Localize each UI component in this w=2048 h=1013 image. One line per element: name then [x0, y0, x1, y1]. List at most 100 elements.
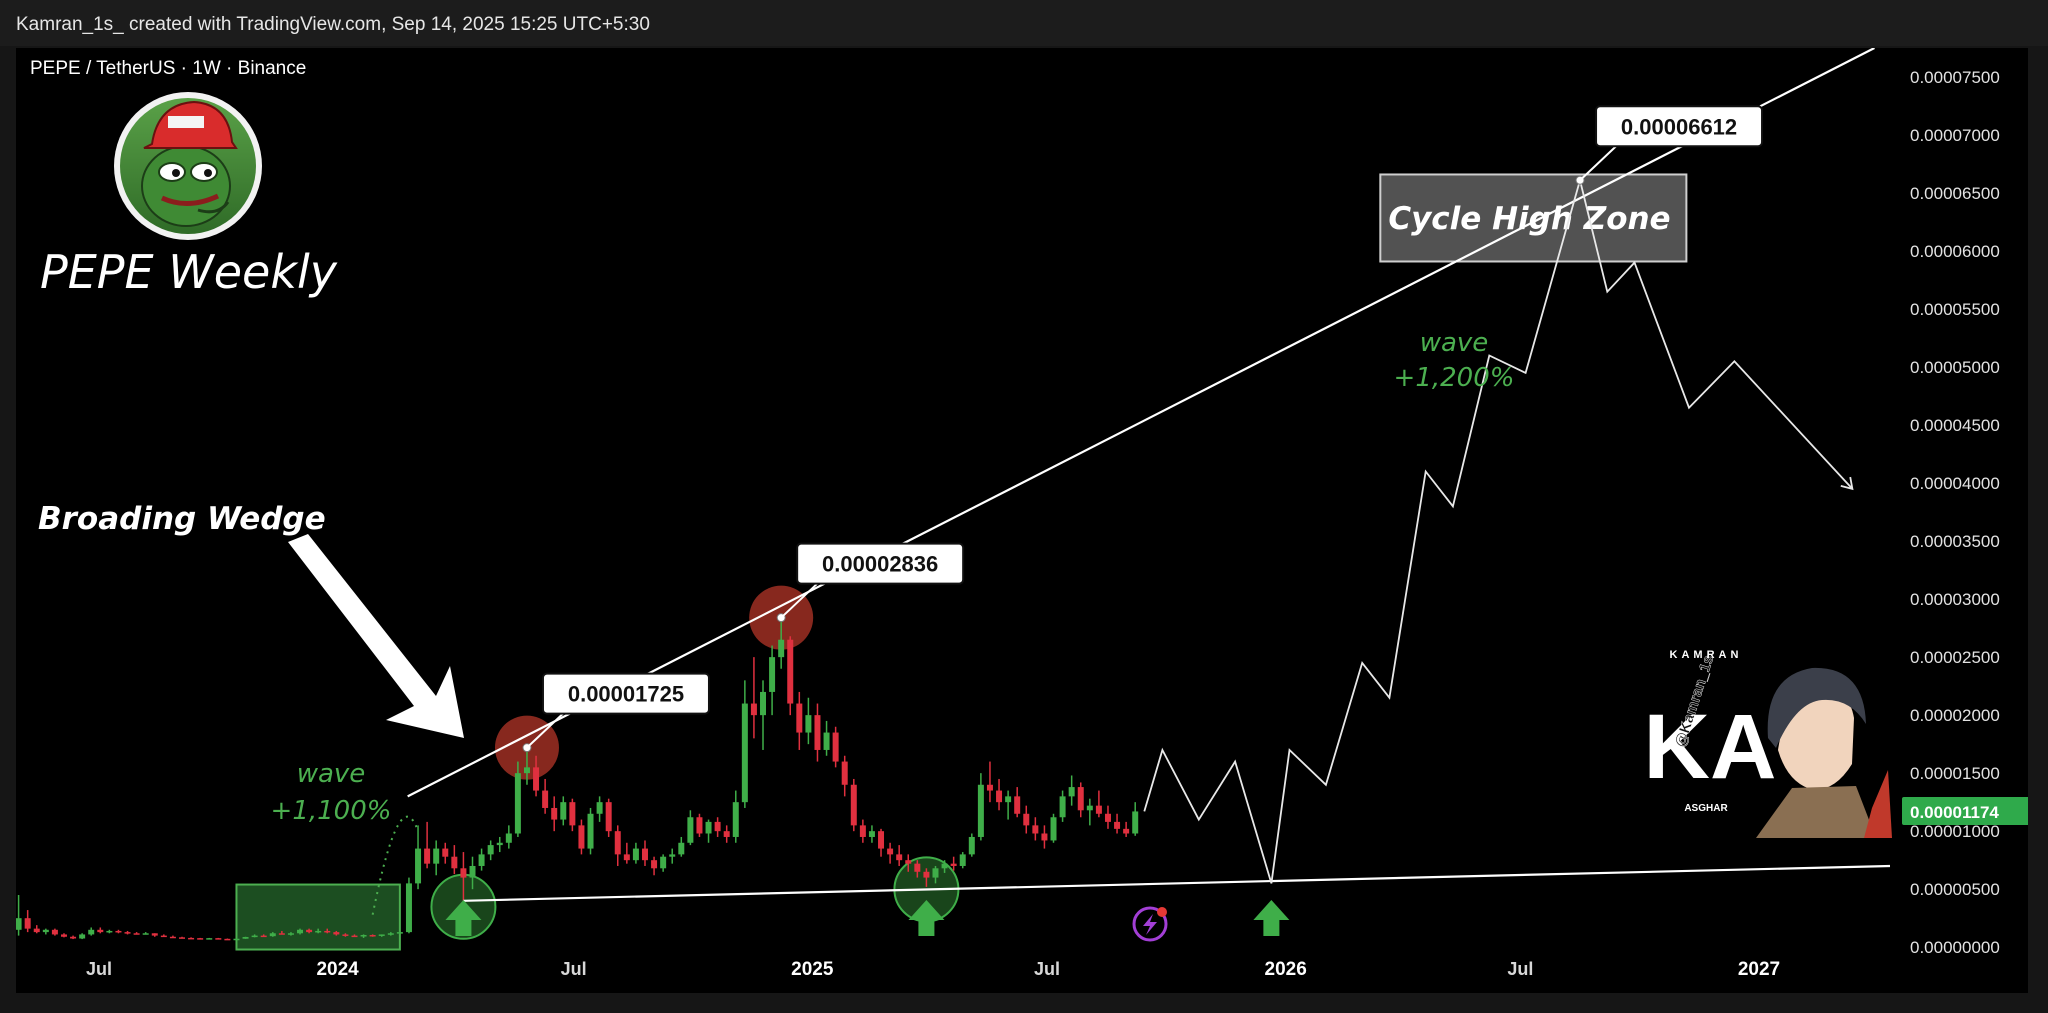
candle-body: [941, 863, 948, 869]
candle-body: [896, 854, 903, 861]
candle-body: [805, 715, 812, 733]
candle-body: [1032, 825, 1039, 834]
candle-body: [796, 703, 803, 733]
callout-label-2: 0.00002836: [822, 552, 938, 577]
candle-body: [188, 937, 195, 940]
candle-body: [251, 935, 258, 938]
candle-body: [678, 842, 685, 855]
candle-body: [179, 937, 185, 939]
candle-body: [578, 825, 585, 849]
candle-body: [832, 732, 839, 762]
candle-body: [1123, 828, 1130, 834]
y-tick-label: 0.00006000: [1910, 242, 2000, 261]
candle-body: [487, 845, 494, 855]
candle-body: [868, 831, 875, 837]
accumulation-box: [235, 883, 401, 951]
callout-label-1: 0.00001725: [568, 682, 684, 707]
candle-body: [106, 930, 113, 933]
candle-body: [278, 933, 285, 935]
candle-body: [378, 934, 385, 936]
character-avatar-icon: [1756, 667, 1892, 838]
projection-arrowhead: [1840, 476, 1854, 491]
candle-body: [605, 802, 612, 832]
broading-wedge-label: Broading Wedge: [38, 501, 326, 537]
current-price-tag[interactable]: [1902, 796, 2028, 825]
broading-wedge-arrow: [288, 534, 464, 738]
candle-body: [16, 918, 22, 930]
candle-body: [133, 933, 140, 935]
symbol-label: PEPE / TetherUS · 1W · Binance: [30, 58, 306, 79]
candle-body: [996, 790, 1003, 803]
y-tick-label: 0.00005000: [1910, 358, 2000, 377]
candle-body: [1077, 787, 1084, 811]
svg-text:KAMRAN: KAMRAN: [1670, 649, 1743, 661]
y-tick-label: 0.00005500: [1910, 300, 2000, 319]
candle-body: [878, 831, 885, 849]
candle-body: [669, 854, 676, 857]
y-tick-label: 0.00003000: [1910, 590, 2000, 609]
candle-body: [823, 732, 830, 750]
candle-body: [1041, 833, 1048, 841]
candle-body: [778, 639, 785, 658]
candle-body: [523, 767, 530, 774]
candle-body: [79, 934, 86, 939]
y-tick-label: 0.00006500: [1910, 184, 2000, 203]
x-tick-label: Jul: [561, 959, 587, 979]
wedge-lower-line: [463, 864, 1891, 902]
candle-body: [169, 936, 176, 939]
candle-body: [297, 929, 304, 934]
kamran-asghar-logo: KAMRAN KA ASGHAR @Kamran_1s: [1644, 649, 1892, 838]
candle-body: [142, 933, 149, 935]
candle-body: [197, 938, 204, 940]
candle-body: [542, 790, 549, 808]
candle-body: [206, 938, 213, 940]
candle-body: [968, 836, 975, 855]
candle-body: [469, 865, 476, 878]
candle-body: [977, 784, 984, 837]
up-arrow-icon-2: [908, 900, 945, 936]
lightning-icon[interactable]: [1132, 906, 1168, 942]
candle-body: [460, 868, 467, 878]
candle-body: [1114, 821, 1121, 829]
candle-body: [787, 639, 794, 704]
candle-body: [342, 934, 349, 936]
candle-body: [732, 802, 739, 837]
candle-body: [233, 938, 240, 941]
candle-body: [959, 854, 966, 866]
callout-leader-2: [780, 582, 818, 619]
candle-body: [97, 929, 104, 933]
candle-body: [242, 936, 249, 939]
candle-body: [1086, 805, 1093, 811]
candle-body: [769, 657, 776, 692]
x-tick-label: Jul: [1034, 959, 1060, 979]
candle-body: [151, 933, 158, 936]
candle-body: [714, 821, 721, 832]
y-tick-label: 0.00000000: [1910, 938, 2000, 957]
candle-body: [696, 817, 703, 834]
chart-panel[interactable]: Cycle High Zone 0.00001725 0.00002836 0.00…: [16, 48, 2028, 993]
candle-body: [215, 938, 222, 940]
wave-1-label: wave: [297, 759, 366, 789]
candle-body: [433, 848, 440, 864]
x-tick-label: 2025: [791, 959, 834, 980]
candle-body: [687, 817, 694, 843]
candle-body: [760, 691, 767, 716]
price-chart[interactable]: Cycle High Zone 0.00001725 0.00002836 0.00…: [16, 48, 2028, 993]
candle-body: [24, 918, 31, 929]
y-tick-label: 0.00002500: [1910, 648, 2000, 667]
wave-2-percent: +1,200%: [1394, 363, 1515, 393]
y-tick-label: 0.00001500: [1910, 764, 2000, 783]
candle-body: [533, 767, 540, 791]
candle-body: [160, 935, 167, 938]
candle-body: [905, 860, 912, 864]
candle-body: [841, 761, 848, 785]
cycle-high-zone-box: [1379, 173, 1688, 263]
candle-body: [360, 935, 367, 937]
x-tick-label: Jul: [1507, 959, 1533, 979]
x-tick-label: 2027: [1738, 959, 1780, 980]
up-arrow-icon-1: [445, 900, 482, 936]
candle-body: [496, 842, 503, 846]
candle-body: [505, 833, 512, 843]
candle-body: [859, 825, 866, 837]
candle-body: [614, 831, 621, 855]
